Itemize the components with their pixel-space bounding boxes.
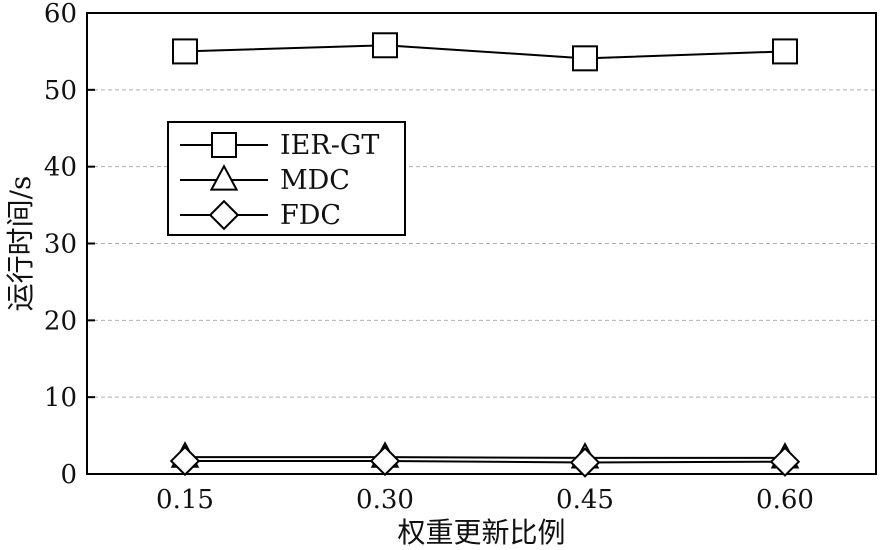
- y-tick-label: 0: [60, 460, 77, 490]
- y-tick-label: 10: [44, 383, 77, 413]
- y-tick-label: 30: [44, 230, 77, 260]
- y-axis-title: 运行时间/s: [4, 176, 37, 312]
- square-marker: [172, 38, 198, 65]
- x-tick-label: 0.15: [156, 485, 214, 515]
- y-tick-label: 20: [44, 306, 77, 336]
- legend-square-icon: [211, 132, 237, 158]
- grid-lines: [87, 89, 876, 398]
- legend-diamond-icon: [208, 199, 240, 231]
- series-ier-gt: [172, 32, 798, 72]
- x-tick-label: 0.60: [756, 485, 814, 515]
- square-marker: [372, 32, 398, 59]
- series-mdc: [170, 441, 800, 469]
- y-tick-label: 60: [44, 0, 77, 29]
- legend-label: FDC: [280, 200, 341, 231]
- y-tick-label: 40: [44, 153, 77, 183]
- legend-label: MDC: [280, 165, 350, 196]
- diamond-marker: [569, 447, 601, 478]
- legend: IER-GT MDC FDC: [167, 121, 406, 236]
- y-tick-label: 50: [44, 76, 77, 106]
- legend-box: [167, 121, 406, 236]
- legend-label: IER-GT: [280, 130, 379, 161]
- square-marker: [572, 45, 598, 72]
- diamond-marker: [369, 445, 401, 477]
- x-tick-label: 0.45: [556, 485, 614, 515]
- x-axis-title: 权重更新比例: [397, 516, 565, 549]
- series-group: [169, 32, 801, 478]
- square-marker: [772, 38, 798, 65]
- axis-ticks: 0 10 20 30 40 50 60 0.15 0.30 0.45 0.60: [44, 0, 814, 515]
- legend-triangle-icon: [209, 164, 239, 191]
- legend-item: FDC: [180, 199, 341, 231]
- series-line: [185, 459, 786, 464]
- series-line: [185, 456, 785, 459]
- legend-item: IER-GT: [180, 130, 379, 161]
- legend-item: MDC: [180, 164, 350, 196]
- series-line: [184, 44, 786, 60]
- x-tick-label: 0.30: [356, 485, 414, 515]
- diamond-marker: [769, 446, 801, 477]
- series-fdc: [169, 445, 801, 478]
- diamond-marker: [169, 445, 201, 477]
